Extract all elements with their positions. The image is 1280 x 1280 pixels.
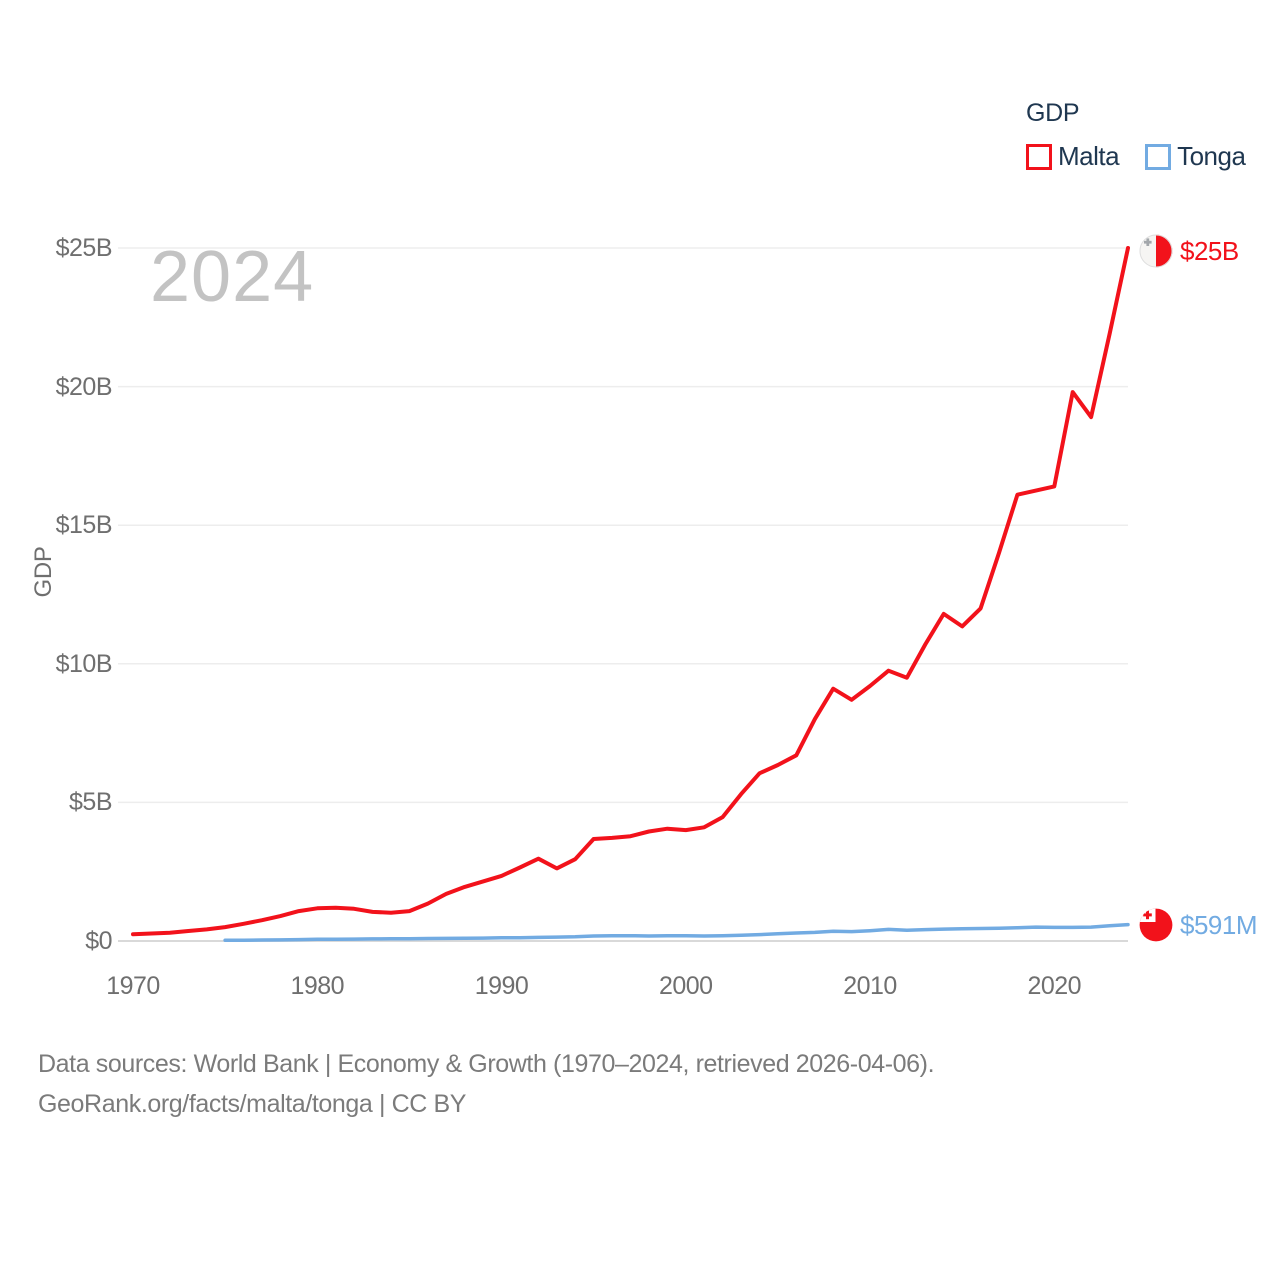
malta-end-value: $25B xyxy=(1180,235,1239,266)
data-sources-line2: GeoRank.org/facts/malta/tonga | CC BY xyxy=(38,1090,467,1118)
y-tick-label: $25B xyxy=(55,234,113,262)
legend-label-malta: Malta xyxy=(1058,141,1120,171)
x-tick-label: 1970 xyxy=(106,972,160,1000)
y-tick-label: $15B xyxy=(55,511,113,540)
y-tick-label: $0 xyxy=(85,927,112,955)
y-tick-label: $20B xyxy=(55,372,113,401)
watermark-year: 2024 xyxy=(150,237,314,317)
x-tick-label: 2000 xyxy=(658,972,713,1000)
legend: GDP Malta Tonga xyxy=(1026,99,1246,172)
y-axis-title: GDP xyxy=(30,546,57,598)
x-tick-label: 1990 xyxy=(474,972,529,1000)
tonga-end-value: $591M xyxy=(1180,909,1258,940)
legend-item-malta[interactable]: Malta xyxy=(1026,141,1120,172)
malta-line xyxy=(131,246,1130,937)
tonga-swatch-icon xyxy=(1145,143,1172,170)
data-sources-line1: Data sources: World Bank | Economy & Gro… xyxy=(38,1050,935,1078)
legend-title: GDP xyxy=(1026,99,1080,127)
legend-item-tonga[interactable]: Tonga xyxy=(1145,141,1246,172)
gridlines xyxy=(118,247,1128,942)
x-tick-label: 1980 xyxy=(290,972,345,1000)
legend-label-tonga: Tonga xyxy=(1177,141,1246,171)
y-tick-label: $10B xyxy=(55,649,113,678)
malta-flag-icon xyxy=(1139,234,1173,268)
data-sources: Data sources: World Bank | Economy & Gro… xyxy=(38,1044,935,1124)
legend-items: Malta Tonga xyxy=(1026,141,1246,172)
series-lines xyxy=(131,246,1130,943)
x-tick-label: 2010 xyxy=(843,972,897,1000)
malta-swatch-icon xyxy=(1026,143,1052,170)
malta-end-label: $25B xyxy=(1139,234,1239,268)
y-tick-label: $5B xyxy=(69,788,112,817)
tonga-line xyxy=(223,922,1130,943)
tonga-end-label: $591M xyxy=(1139,908,1258,942)
x-tick-label: 2020 xyxy=(1027,972,1082,1000)
tonga-flag-icon xyxy=(1139,908,1173,942)
